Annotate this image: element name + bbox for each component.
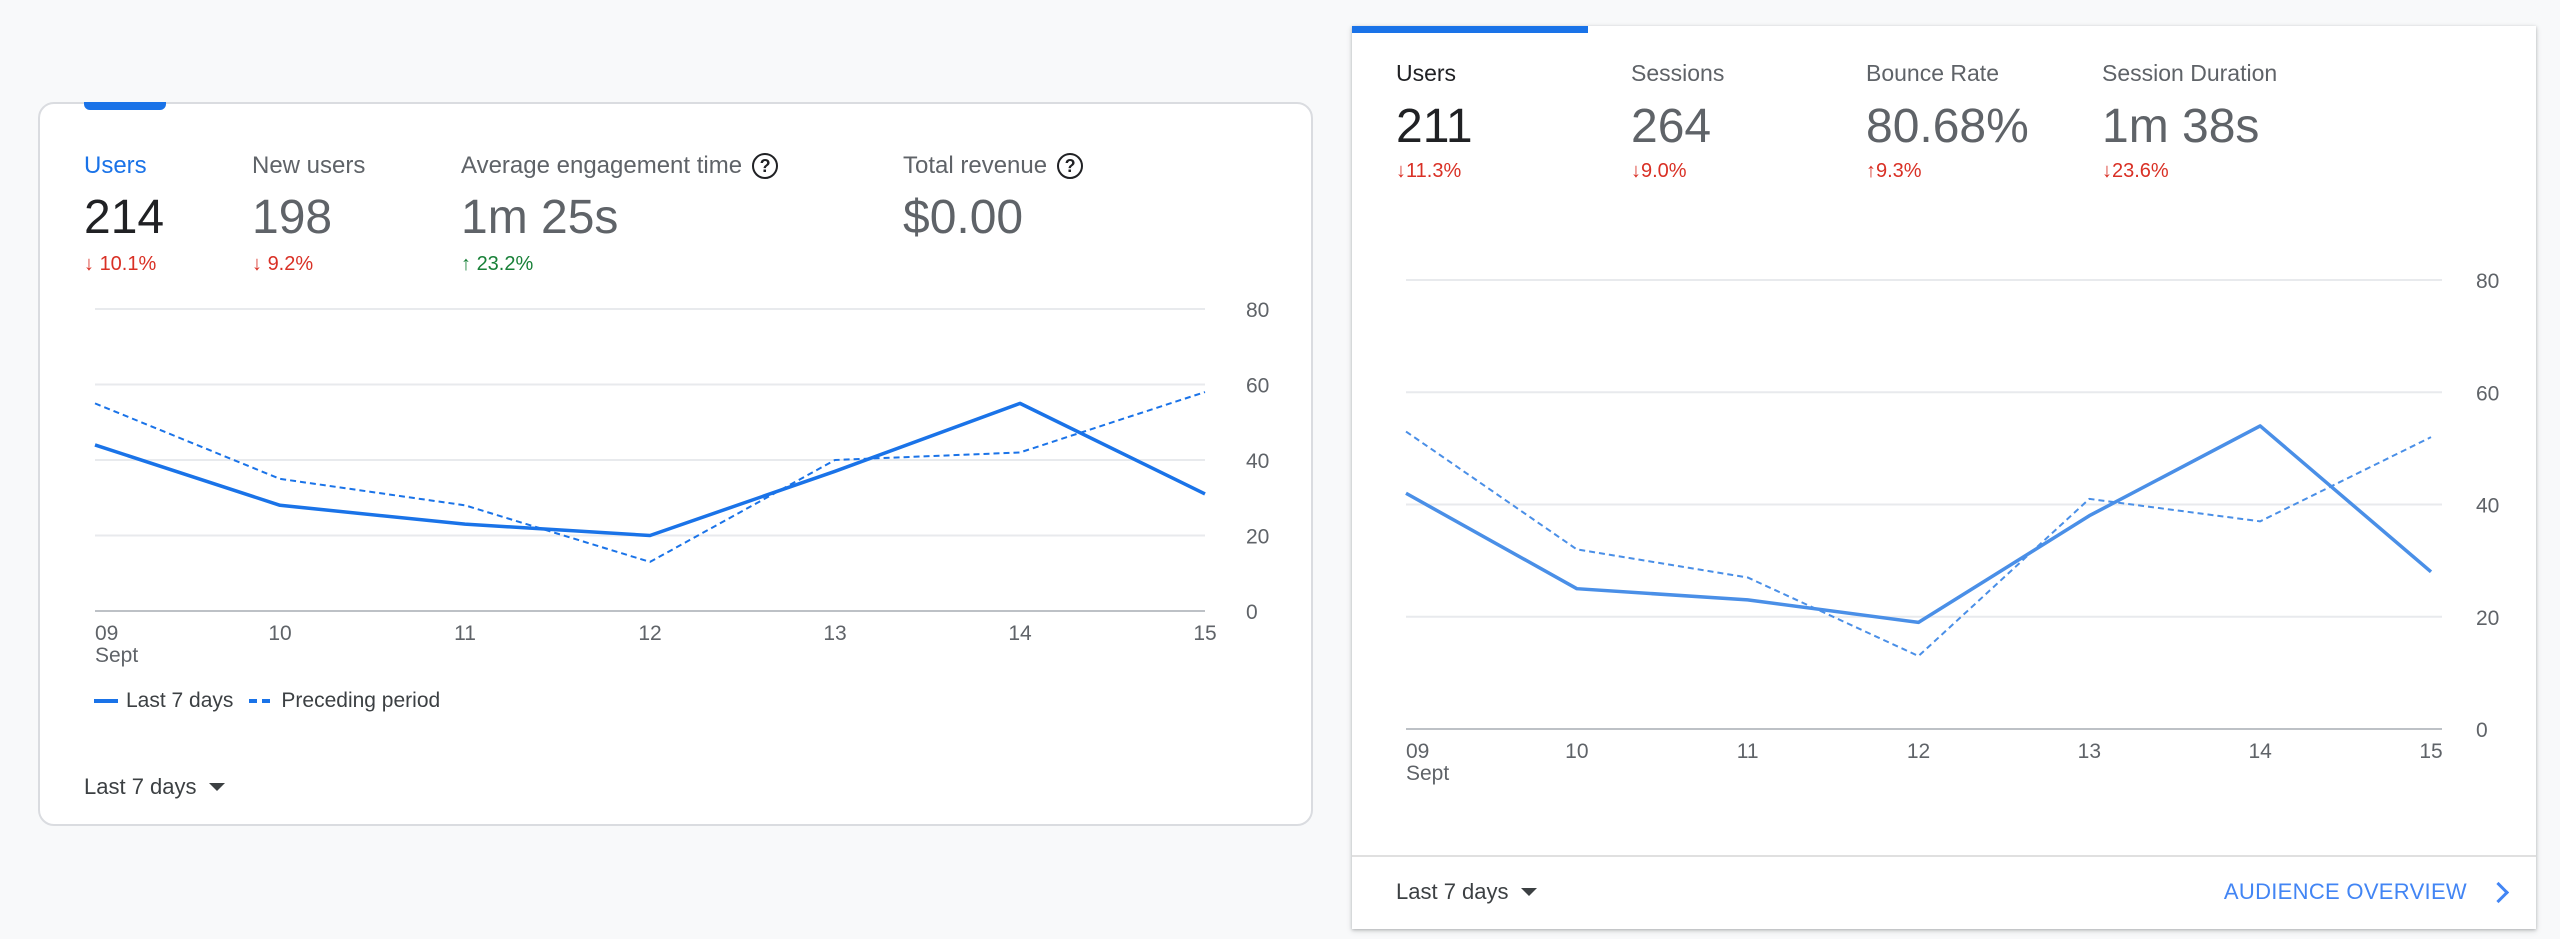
- legend-label: Preceding period: [281, 689, 441, 712]
- caret-down-icon: [1520, 888, 1537, 896]
- caret-down-icon: [208, 783, 225, 791]
- metric-label: Users: [1396, 60, 1457, 86]
- date-range-dropdown[interactable]: Last 7 days: [84, 774, 225, 800]
- x-month-label: Sept: [1406, 762, 1449, 785]
- help-icon[interactable]: ?: [1057, 153, 1084, 179]
- metric-label: Sessions: [1631, 60, 1725, 86]
- ga4-users-card: Users 214 ↓ 10.1% New users 198 ↓ 9.2% A…: [38, 102, 1313, 826]
- metric-tab-average-engagement-time[interactable]: Average engagement time? 1m 25s ↑ 23.2%: [461, 152, 779, 276]
- y-tick-label: 0: [2476, 719, 2488, 742]
- series-line-current: [94, 401, 1206, 538]
- metric-tab-total-revenue[interactable]: Total revenue? $0.00: [903, 152, 1084, 245]
- x-tick-label: 09: [1406, 740, 1429, 763]
- x-tick-label: 13: [2078, 740, 2101, 763]
- metric-delta: ↑9.3%: [1866, 160, 1922, 182]
- chevron-right-icon: [2487, 881, 2510, 903]
- metric-label: Total revenue?: [903, 152, 1084, 180]
- metric-tab-bounce-rate[interactable]: Bounce Rate 80.68% ↑9.3%: [1866, 60, 2029, 183]
- metric-delta: ↓ 9.2%: [252, 253, 314, 275]
- series-line-preceding: [94, 391, 1206, 563]
- x-tick-label: 15: [1193, 622, 1216, 645]
- metric-value: 211: [1396, 100, 1473, 153]
- x-month-label: Sept: [95, 644, 138, 667]
- arrow-down-icon: ↓: [252, 253, 262, 275]
- metric-value: 80.68%: [1866, 100, 2029, 153]
- arrow-down-icon: ↓: [1631, 160, 1641, 182]
- date-range-dropdown[interactable]: Last 7 days: [1396, 879, 1537, 905]
- date-range-label: Last 7 days: [84, 774, 197, 799]
- metric-value: 1m 38s: [2102, 100, 2260, 153]
- x-tick-label: 11: [454, 622, 476, 645]
- arrow-up-icon: ↑: [1866, 160, 1876, 182]
- y-tick-label: 60: [2476, 382, 2499, 405]
- legend-label: Last 7 days: [126, 689, 234, 712]
- chart-legend: Last 7 days Preceding period: [94, 689, 456, 713]
- arrow-up-icon: ↑: [461, 253, 471, 275]
- metric-value: 198: [252, 191, 333, 244]
- x-tick-label: 15: [2419, 740, 2442, 763]
- x-tick-label: 10: [268, 622, 291, 645]
- y-tick-label: 80: [2476, 270, 2499, 293]
- metric-delta: ↓9.0%: [1631, 160, 1687, 182]
- legend-item-current: Last 7 days: [94, 689, 233, 713]
- solid-line-swatch: [94, 699, 118, 703]
- active-tab-indicator: [84, 102, 166, 110]
- series-line-current: [1405, 424, 2433, 625]
- metric-delta: ↓23.6%: [2102, 160, 2169, 182]
- dashed-line-swatch: [249, 699, 274, 703]
- metric-value: $0.00: [903, 191, 1024, 244]
- active-tab-indicator: [1352, 26, 1588, 33]
- ga4-users-line-chart: 80 60 40 20 0 09 10 11 12 13 14 15 Sept: [94, 299, 1269, 667]
- metric-label: New users: [252, 152, 366, 179]
- metric-tab-users[interactable]: Users 214 ↓ 10.1%: [84, 152, 164, 276]
- date-range-label: Last 7 days: [1396, 879, 1509, 904]
- metric-label: Users: [84, 152, 147, 179]
- y-tick-label: 80: [1246, 299, 1269, 322]
- x-tick-label: 10: [1565, 740, 1588, 763]
- metric-delta: ↓ 10.1%: [84, 253, 157, 275]
- audience-overview-link[interactable]: AUDIENCE OVERVIEW: [2223, 879, 2510, 905]
- help-icon[interactable]: ?: [752, 153, 779, 179]
- y-tick-label: 60: [1246, 375, 1269, 398]
- metric-label: Bounce Rate: [1866, 60, 1999, 86]
- metric-label: Average engagement time?: [461, 152, 779, 180]
- x-tick-label: 11: [1737, 740, 1759, 763]
- arrow-down-icon: ↓: [1396, 160, 1406, 182]
- metric-delta: ↑ 23.2%: [461, 253, 534, 275]
- metric-tab-users[interactable]: Users 211 ↓11.3%: [1396, 60, 1473, 183]
- metric-value: 1m 25s: [461, 191, 619, 244]
- x-tick-label: 14: [1008, 622, 1032, 645]
- y-tick-label: 20: [1246, 526, 1269, 549]
- x-tick-label: 12: [638, 622, 661, 645]
- x-tick-label: 13: [823, 622, 846, 645]
- metric-tab-sessions[interactable]: Sessions 264 ↓9.0%: [1631, 60, 1724, 183]
- metric-value: 264: [1631, 100, 1712, 153]
- y-tick-label: 20: [2476, 607, 2499, 630]
- metric-value: 214: [84, 191, 165, 244]
- ua-users-line-chart: 80 60 40 20 0 09 10 11 12 13 14 15 Sept: [1405, 270, 2499, 785]
- arrow-down-icon: ↓: [2102, 160, 2112, 182]
- y-tick-label: 40: [2476, 495, 2499, 518]
- audience-overview-label: AUDIENCE OVERVIEW: [2223, 879, 2467, 904]
- x-tick-label: 09: [95, 622, 118, 645]
- y-tick-label: 0: [1246, 601, 1258, 624]
- card-footer: Last 7 days AUDIENCE OVERVIEW: [1352, 855, 2536, 929]
- y-tick-label: 40: [1246, 450, 1269, 473]
- legend-item-previous: Preceding period: [249, 689, 440, 713]
- x-tick-label: 14: [2248, 740, 2272, 763]
- metric-label: Session Duration: [2102, 60, 2278, 86]
- series-line-preceding: [1405, 430, 2432, 658]
- arrow-down-icon: ↓: [84, 253, 94, 275]
- ua-audience-card: Users 211 ↓11.3% Sessions 264 ↓9.0% Boun…: [1352, 26, 2536, 929]
- metric-tab-session-duration[interactable]: Session Duration 1m 38s ↓23.6%: [2102, 60, 2277, 183]
- x-tick-label: 12: [1907, 740, 1930, 763]
- metric-tab-new-users[interactable]: New users 198 ↓ 9.2%: [252, 152, 365, 276]
- metric-delta: ↓11.3%: [1396, 160, 1462, 182]
